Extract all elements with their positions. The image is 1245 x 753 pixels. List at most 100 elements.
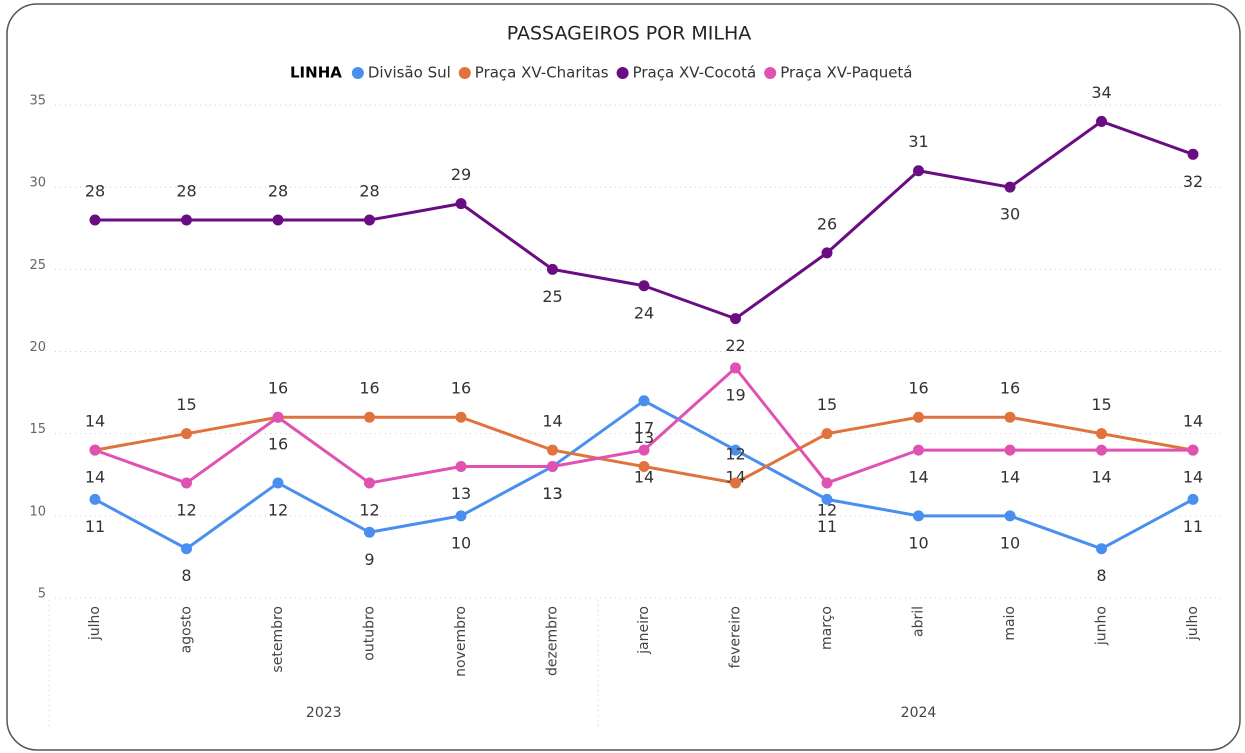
data-point <box>730 362 741 374</box>
data-label: 11 <box>85 517 105 536</box>
data-point <box>455 411 467 423</box>
x-tick-label: junho <box>1094 606 1110 646</box>
data-label: 17 <box>634 418 654 437</box>
data-label: 8 <box>1096 566 1106 585</box>
data-label: 15 <box>817 395 837 414</box>
data-label: 14 <box>908 468 928 487</box>
data-label: 30 <box>1000 205 1020 224</box>
data-point <box>638 461 650 473</box>
x-tick-label: novembro <box>453 606 469 677</box>
x-tick-label: julho <box>1185 606 1201 641</box>
data-label: 13 <box>634 428 654 447</box>
x-tick-label: agosto <box>179 606 195 653</box>
x-tick-label: dezembro <box>545 606 561 676</box>
legend-label: Praça XV-Cocotá <box>633 64 757 82</box>
data-label: 13 <box>451 484 471 503</box>
data-label: 25 <box>542 287 562 306</box>
legend-marker <box>616 67 629 79</box>
legend-label: Divisão Sul <box>368 64 451 82</box>
data-label: 12 <box>817 500 837 519</box>
data-point <box>89 214 101 226</box>
frame <box>6 3 1241 751</box>
y-tick-label: 5 <box>38 587 46 602</box>
legend-marker <box>351 67 364 79</box>
data-label: 14 <box>634 468 654 487</box>
data-point <box>1004 411 1016 423</box>
data-label: 28 <box>268 182 288 201</box>
data-point <box>181 214 192 226</box>
x-tick-label: julho <box>87 606 103 641</box>
data-label: 26 <box>817 214 837 233</box>
data-label: 10 <box>908 533 928 552</box>
data-point <box>89 493 101 505</box>
data-point <box>1004 181 1016 193</box>
data-point <box>364 214 375 226</box>
data-point <box>730 477 741 489</box>
data-point <box>272 214 284 226</box>
data-point <box>547 461 558 473</box>
data-point <box>821 477 833 489</box>
chart-title: PASSAGEIROS POR MILHA <box>507 23 752 45</box>
data-point <box>272 477 284 489</box>
data-point <box>821 493 833 505</box>
x-tick-label: outubro <box>362 606 378 661</box>
data-label: 16 <box>1000 379 1020 398</box>
legend-title: LINHA <box>290 64 342 82</box>
data-label: 12 <box>176 500 196 519</box>
data-label: 14 <box>1183 468 1203 487</box>
legend-label: Praça XV-Charitas <box>475 64 609 82</box>
data-label: 13 <box>542 484 562 503</box>
data-label: 28 <box>85 182 105 201</box>
data-label: 14 <box>1183 412 1203 431</box>
legend-marker <box>764 67 777 79</box>
data-point <box>547 263 558 275</box>
data-point <box>1096 115 1107 127</box>
data-point <box>638 280 650 292</box>
data-label: 16 <box>359 379 379 398</box>
data-point <box>913 411 924 423</box>
data-label: 11 <box>1183 517 1203 536</box>
data-label: 13 <box>542 484 562 503</box>
data-point <box>364 411 375 423</box>
legend: LINHA Divisão Sul Praça XV-Charitas Praça X… <box>290 64 913 82</box>
data-point <box>913 165 924 177</box>
data-point <box>272 411 284 423</box>
y-tick-label: 30 <box>29 176 46 191</box>
data-point <box>181 477 192 489</box>
data-point <box>638 395 650 407</box>
data-point <box>1096 428 1107 440</box>
data-label: 15 <box>1091 395 1111 414</box>
x-group-label: 2023 <box>306 705 342 721</box>
data-point <box>1096 543 1107 555</box>
y-tick-label: 10 <box>29 504 46 519</box>
data-label: 10 <box>1000 533 1020 552</box>
data-point <box>364 477 375 489</box>
data-point <box>89 444 101 456</box>
data-point <box>1004 510 1016 522</box>
data-label: 12 <box>359 500 379 519</box>
data-point <box>1187 444 1199 456</box>
data-point <box>821 247 833 259</box>
x-tick-label: abril <box>911 606 927 637</box>
legend-label: Praça XV-Paquetá <box>780 64 912 82</box>
data-point <box>730 313 741 325</box>
data-label: 29 <box>451 165 471 184</box>
data-point <box>821 428 833 440</box>
y-tick-label: 15 <box>29 422 46 437</box>
data-point <box>547 444 558 456</box>
data-label: 14 <box>85 468 105 487</box>
data-label: 28 <box>359 182 379 201</box>
data-label: 16 <box>268 379 288 398</box>
x-tick-label: setembro <box>270 606 286 673</box>
x-tick-label: março <box>819 606 835 650</box>
data-point <box>455 198 467 210</box>
data-label: 14 <box>1091 468 1111 487</box>
data-point <box>913 510 924 522</box>
x-tick-label: janeiro <box>636 606 652 655</box>
data-point <box>1187 148 1199 160</box>
data-label: 28 <box>176 182 196 201</box>
data-point <box>1004 444 1016 456</box>
data-point <box>1187 493 1199 505</box>
x-group-label: 2024 <box>901 705 937 721</box>
